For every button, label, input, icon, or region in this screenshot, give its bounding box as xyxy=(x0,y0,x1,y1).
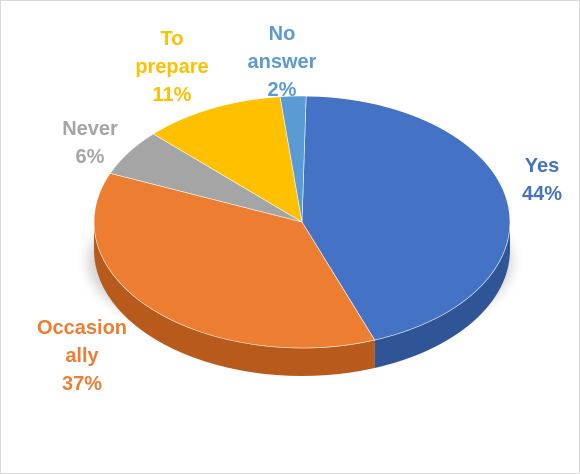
pie-slice xyxy=(301,95,511,341)
pie-slice xyxy=(152,96,303,223)
slice-label: Never 6% xyxy=(62,118,118,168)
pie-slice-side xyxy=(94,222,375,376)
pie-labels: Yes 44% Occasion ally 37% Never 6% To prepare 11%… xyxy=(37,23,562,395)
slice-label: To prepare 11% xyxy=(135,28,208,106)
pie-tops xyxy=(93,95,511,349)
pie-slice-side xyxy=(374,222,510,369)
pie-sides xyxy=(94,222,510,376)
pie-slice xyxy=(279,95,307,223)
slice-label: No answer 2% xyxy=(248,23,317,101)
slice-label: Yes 44% xyxy=(522,155,562,205)
slice-label: Occasion ally 37% xyxy=(37,317,127,395)
pie-slice xyxy=(93,172,376,349)
